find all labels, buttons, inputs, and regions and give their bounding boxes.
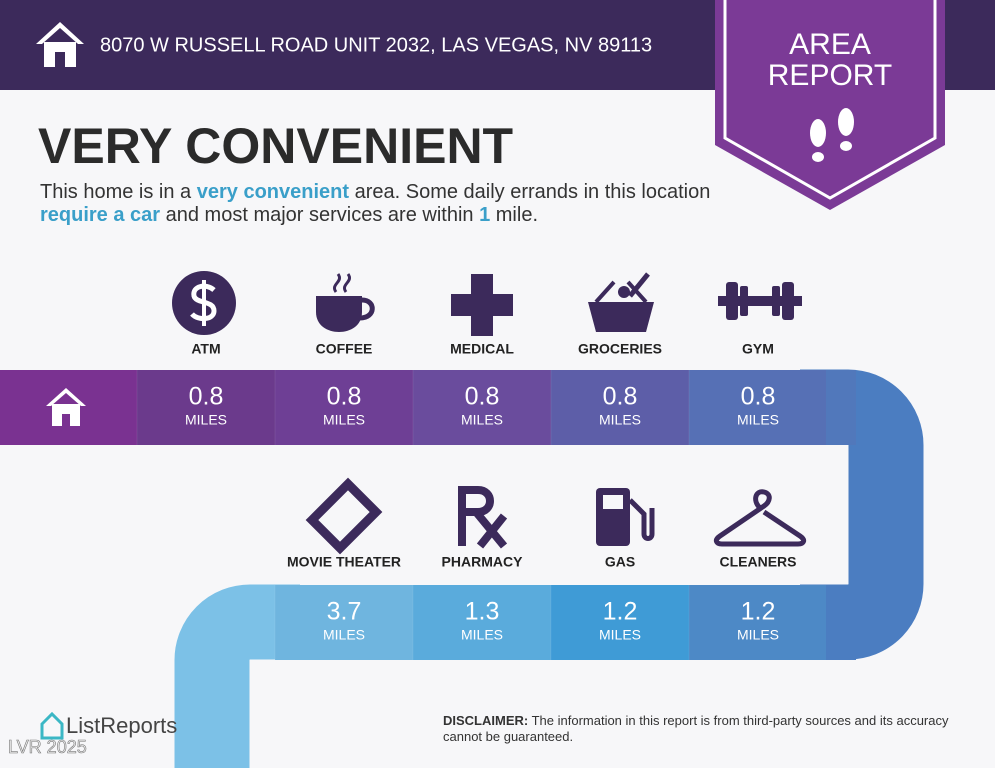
badge-line: REPORT bbox=[768, 59, 892, 92]
text: and most major services are within bbox=[160, 204, 480, 226]
text: This home is in a bbox=[40, 181, 197, 203]
road-segment bbox=[689, 370, 827, 445]
distance-unit: MILES bbox=[323, 412, 365, 428]
amenity-label: MOVIE THEATER bbox=[287, 554, 401, 570]
description: This home is in a very convenient area. … bbox=[40, 181, 720, 227]
road-segment bbox=[413, 585, 551, 660]
brand-logo bbox=[40, 711, 64, 740]
distance: 3.7 bbox=[327, 598, 362, 626]
distance-unit: MILES bbox=[461, 627, 503, 643]
distance-unit: MILES bbox=[737, 412, 779, 428]
distance: 0.8 bbox=[603, 383, 638, 411]
road-curve bbox=[174, 584, 300, 768]
badge-line: AREA bbox=[789, 28, 871, 61]
badge-border bbox=[723, 0, 937, 200]
road-segment bbox=[689, 585, 827, 660]
road-segment bbox=[275, 370, 413, 445]
distance: 1.2 bbox=[603, 598, 638, 626]
road-segment bbox=[275, 585, 413, 660]
road-segment bbox=[413, 370, 551, 445]
amenity-label: COFFEE bbox=[316, 341, 373, 357]
text: area. Some daily errands in this locatio… bbox=[349, 181, 711, 203]
title: VERY CONVENIENT bbox=[38, 118, 513, 174]
brand: ListReports bbox=[66, 713, 177, 738]
highlight: require a car bbox=[40, 204, 161, 226]
address: 8070 W RUSSELL ROAD UNIT 2032, LAS VEGAS… bbox=[100, 34, 652, 56]
amenity-label: GYM bbox=[742, 341, 774, 357]
amenity-label: MEDICAL bbox=[450, 341, 514, 357]
road-segment bbox=[551, 585, 689, 660]
disclaimer: DISCLAIMER: The information in this repo… bbox=[443, 713, 963, 745]
highlight: very convenient bbox=[196, 181, 350, 203]
distance: 0.8 bbox=[741, 383, 776, 411]
distance: 0.8 bbox=[465, 383, 500, 411]
footprints bbox=[810, 108, 854, 162]
amenity-label: PHARMACY bbox=[442, 554, 524, 570]
watermark: LVR 2025 bbox=[8, 737, 87, 757]
road-segment bbox=[137, 370, 275, 445]
distance-unit: MILES bbox=[599, 412, 641, 428]
distance: 1.3 bbox=[465, 598, 500, 626]
home-icon bbox=[36, 22, 84, 67]
badge bbox=[715, 0, 945, 210]
road-segment bbox=[551, 370, 689, 445]
disclaimer-text: The information in this report is from t… bbox=[443, 713, 949, 744]
distance-unit: MILES bbox=[185, 412, 227, 428]
distance: 0.8 bbox=[327, 383, 362, 411]
amenity-label: GAS bbox=[605, 554, 635, 570]
amenity-label: CLEANERS bbox=[719, 554, 796, 570]
disclaimer-label: DISCLAIMER: bbox=[443, 713, 529, 728]
amenity-label: ATM bbox=[191, 341, 220, 357]
text: mile. bbox=[490, 204, 539, 226]
distance-unit: MILES bbox=[323, 627, 365, 643]
distance: 1.2 bbox=[741, 598, 776, 626]
road-curve bbox=[800, 369, 924, 660]
distance-unit: MILES bbox=[737, 627, 779, 643]
icons bbox=[172, 271, 807, 555]
distance-unit: MILES bbox=[461, 412, 503, 428]
amenity-label: GROCERIES bbox=[578, 341, 662, 357]
road bbox=[136, 370, 856, 660]
road-segment bbox=[826, 585, 856, 660]
highlight: 1 bbox=[479, 204, 491, 226]
distance: 0.8 bbox=[189, 383, 224, 411]
road-segment bbox=[826, 370, 856, 445]
road-home-icon bbox=[46, 388, 86, 426]
distance-unit: MILES bbox=[599, 627, 641, 643]
